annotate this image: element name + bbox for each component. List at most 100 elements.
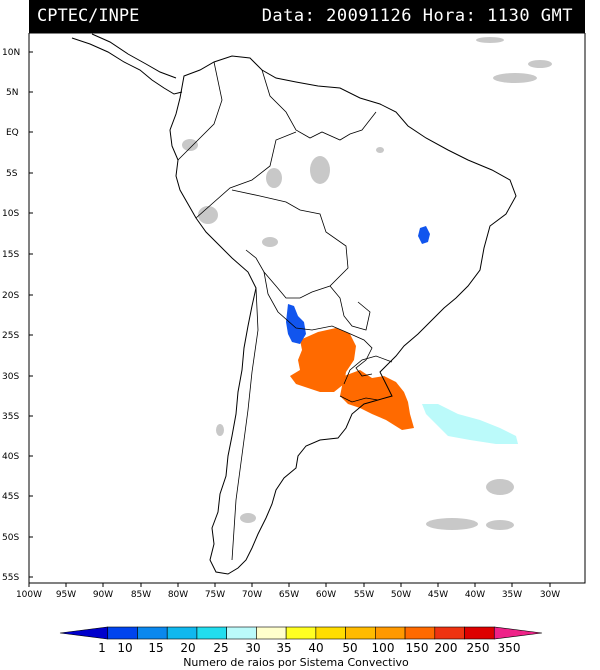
lon-tick-45W: 45W (428, 583, 448, 600)
cloud-areas (182, 37, 552, 530)
colorbar-segment (404, 626, 436, 640)
svg-text:100W: 100W (16, 590, 42, 600)
svg-text:70W: 70W (242, 590, 262, 600)
central-america-coastline (71, 33, 183, 95)
svg-text:45W: 45W (428, 590, 448, 600)
blue-lightning-area-east (418, 226, 430, 244)
svg-text:10N: 10N (2, 48, 20, 58)
svg-text:60W: 60W (316, 590, 336, 600)
cb-label-250: 250 (467, 641, 490, 655)
colorbar-segment (166, 626, 198, 640)
colorbar-segment (345, 626, 376, 640)
svg-text:35W: 35W (502, 590, 522, 600)
map-frame (28, 33, 586, 584)
lat-tick-45S: 45S (2, 492, 33, 502)
svg-text:65W: 65W (279, 590, 299, 600)
lon-tick-95W: 95W (56, 583, 76, 600)
lon-tick-50W: 50W (391, 583, 411, 600)
colorbar-segment (256, 626, 287, 640)
svg-text:15S: 15S (2, 250, 19, 260)
lat-tick-10N: 10N (2, 48, 33, 58)
colorbar-segment (285, 626, 317, 640)
svg-text:85W: 85W (131, 590, 151, 600)
cb-label-10: 10 (117, 641, 132, 655)
orange-lightning-area-north (290, 328, 356, 392)
svg-text:30W: 30W (540, 590, 560, 600)
svg-text:20S: 20S (2, 291, 19, 301)
svg-text:30S: 30S (2, 372, 19, 382)
lat-tick-55S: 55S (2, 573, 33, 583)
svg-text:EQ: EQ (6, 128, 19, 138)
svg-text:80W: 80W (168, 590, 188, 600)
cb-label-20: 20 (180, 641, 195, 655)
svg-text:50W: 50W (391, 590, 411, 600)
svg-text:5N: 5N (6, 88, 18, 98)
lon-tick-30W: 30W (540, 583, 560, 600)
cb-label-100: 100 (372, 641, 395, 655)
svg-text:35S: 35S (2, 412, 19, 422)
colorbar-segment (434, 626, 465, 640)
colorbar-segment (137, 626, 168, 640)
lon-tick-70W: 70W (242, 583, 262, 600)
lat-tick-15S: 15S (2, 250, 33, 260)
colorbar-segment (375, 626, 406, 640)
svg-text:55W: 55W (354, 590, 374, 600)
svg-text:55S: 55S (2, 573, 19, 583)
svg-text:45S: 45S (2, 492, 19, 502)
lon-tick-100W: 100W (16, 583, 42, 600)
cb-label-15: 15 (148, 641, 163, 655)
colorbar-segments (59, 626, 543, 640)
blue-lightning-area-west (286, 304, 306, 344)
lon-tick-90W: 90W (93, 583, 113, 600)
cb-label-150: 150 (406, 641, 429, 655)
lon-tick-40W: 40W (465, 583, 485, 600)
cb-label-1: 1 (98, 641, 106, 655)
lat-tick-20S: 20S (2, 291, 33, 301)
colorbar-segment (59, 626, 109, 640)
cb-label-350: 350 (498, 641, 521, 655)
colorbar-title: Numero de raios por Sistema Convectivo (183, 656, 409, 669)
cb-label-35: 35 (276, 641, 291, 655)
lon-tick-75W: 75W (205, 583, 225, 600)
colorbar-segment (493, 626, 543, 640)
svg-text:25S: 25S (2, 331, 19, 341)
lat-tick-50S: 50S (2, 533, 33, 543)
date-time-label: Data: 20091126 Hora: 1130 GMT (261, 6, 573, 26)
svg-text:90W: 90W (93, 590, 113, 600)
svg-text:5S: 5S (6, 169, 18, 179)
cb-label-40: 40 (308, 641, 323, 655)
lon-tick-60W: 60W (316, 583, 336, 600)
colorbar-segment (226, 626, 257, 640)
colorbar: 1 10 15 20 25 30 35 40 50 100 150 200 25… (59, 626, 543, 669)
lat-tick-EQ: EQ (6, 128, 33, 138)
colorbar-segment (464, 626, 495, 640)
cyan-lightning-area (422, 404, 518, 444)
colorbar-segment (196, 626, 227, 640)
lat-tick-5N: 5N (6, 88, 33, 98)
svg-text:40W: 40W (465, 590, 485, 600)
map-canvas: 10N 5N EQ 5S 10S 15S 20S 25S 30S 35S 40S… (2, 33, 586, 600)
lon-tick-65W: 65W (279, 583, 299, 600)
lat-tick-10S: 10S (2, 209, 33, 219)
colorbar-segment (107, 626, 138, 640)
country-borders (177, 61, 393, 561)
cb-label-25: 25 (213, 641, 228, 655)
lat-tick-5S: 5S (6, 169, 33, 179)
longitude-axis: 100W 95W 90W 85W 80W 75W 70W 65W 60W 55W… (16, 583, 560, 600)
svg-text:75W: 75W (205, 590, 225, 600)
latitude-axis: 10N 5N EQ 5S 10S 15S 20S 25S 30S 35S 40S… (2, 48, 33, 583)
source-label: CPTEC/INPE (37, 6, 140, 26)
lon-tick-35W: 35W (502, 583, 522, 600)
lat-tick-40S: 40S (2, 452, 33, 462)
colorbar-segment (315, 626, 346, 640)
south-america-coastline (169, 55, 517, 575)
cb-label-200: 200 (435, 641, 458, 655)
map-header: CPTEC/INPE Data: 20091126 Hora: 1130 GMT (29, 0, 585, 33)
svg-text:40S: 40S (2, 452, 19, 462)
lat-tick-35S: 35S (2, 412, 33, 422)
lat-tick-25S: 25S (2, 331, 33, 341)
colorbar-labels: 1 10 15 20 25 30 35 40 50 100 150 200 25… (98, 641, 520, 655)
lon-tick-80W: 80W (168, 583, 188, 600)
cb-label-50: 50 (342, 641, 357, 655)
lon-tick-85W: 85W (131, 583, 151, 600)
